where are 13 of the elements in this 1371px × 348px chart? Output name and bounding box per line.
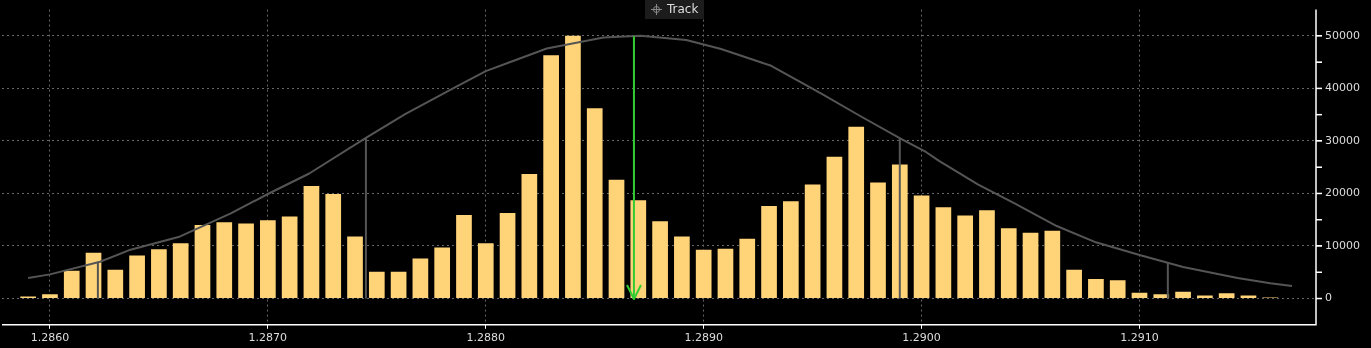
y-tick-label: 50000 [1325, 28, 1361, 42]
x-tick-label: 1.2870 [248, 331, 288, 345]
x-tick-label: 1.2900 [902, 331, 941, 345]
y-tick-label: 40000 [1325, 81, 1361, 95]
y-tick-label: 0 [1325, 291, 1333, 305]
y-tick-label: 20000 [1325, 186, 1361, 200]
x-tick-label: 1.2880 [466, 331, 506, 345]
y-tick-label: 30000 [1325, 133, 1361, 147]
x-tick-label: 1.2860 [30, 331, 70, 345]
x-tick-label: 1.2910 [1120, 331, 1159, 345]
annotation: Track [667, 1, 699, 18]
y-tick-label: 10000 [1325, 238, 1361, 252]
x-tick-label: 1.2890 [684, 331, 723, 345]
